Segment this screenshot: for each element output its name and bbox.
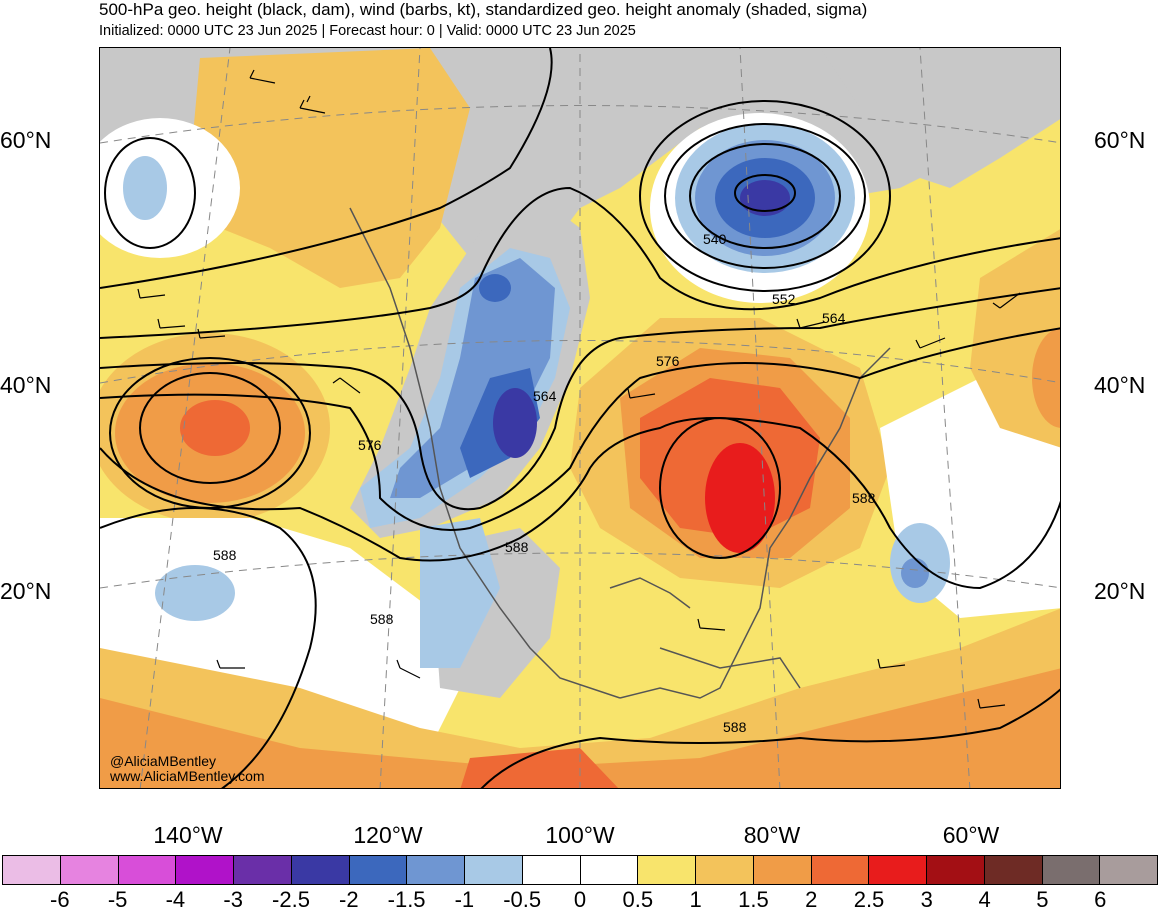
lon-label-100w: 100°W <box>545 822 615 848</box>
credit-website: www.AliciaMBentley.com <box>110 768 265 784</box>
anomaly-trough-4 <box>493 388 537 458</box>
anomaly-heat-4 <box>705 443 775 553</box>
anomaly-blue-atl-2 <box>901 558 929 588</box>
colorbar-tick-label: 2 <box>805 887 818 912</box>
lon-label-140w: 140°W <box>153 822 223 848</box>
colorbar-tick-label: -2.5 <box>272 887 310 912</box>
colorbar-cell <box>3 856 61 884</box>
colorbar-cell <box>465 856 523 884</box>
contour-labels: 540 552 564 576 564 576 588 588 588 588 … <box>213 231 876 735</box>
coastlines <box>349 207 891 699</box>
contour-label-552: 552 <box>772 291 796 307</box>
anomaly-lab-4 <box>740 180 790 216</box>
colorbar-cell <box>176 856 234 884</box>
colorbar-tick-label: -1 <box>454 887 475 912</box>
contour-label-576-west: 576 <box>358 437 382 453</box>
lat-label-20n-left: 20°N <box>0 578 52 604</box>
colorbar-cell <box>638 856 696 884</box>
lon-label-120w: 120°W <box>353 822 423 848</box>
lat-label-60n-right: 60°N <box>1094 127 1146 153</box>
lon-label-80w: 80°W <box>743 822 801 848</box>
colorbar-tick-label: 0.5 <box>622 887 654 912</box>
lat-label-40n-left: 40°N <box>0 372 52 398</box>
credit-handle: @AliciaMBentley <box>110 753 217 769</box>
colorbar-cell <box>869 856 927 884</box>
colorbar-cell <box>927 856 985 884</box>
colorbar-cell <box>696 856 754 884</box>
colorbar-tick-label: 6 <box>1094 887 1107 912</box>
colorbar-cell <box>984 856 1043 884</box>
lat-label-60n-left: 60°N <box>0 127 52 153</box>
wind-barbs <box>137 69 1021 709</box>
contour-label-588-atl: 588 <box>852 490 876 506</box>
colorbar-tick-label: 0 <box>573 887 587 912</box>
map-panel: 540 552 564 576 564 576 588 588 588 588 … <box>99 47 1061 789</box>
colorbar-tick-label: -5 <box>107 887 128 912</box>
contour-label-540: 540 <box>703 231 727 247</box>
lat-label-40n-right: 40°N <box>1094 372 1146 398</box>
anomaly-alaska <box>190 48 470 288</box>
colorbar-tick-label: 1 <box>689 887 702 912</box>
colorbar-tick-label: 3 <box>920 887 933 912</box>
contour-label-564-west: 564 <box>533 388 557 404</box>
colorbar-tick-label: 2.5 <box>853 887 885 912</box>
gray-greenland <box>820 48 1060 188</box>
map-svg: 540 552 564 576 564 576 588 588 588 588 … <box>100 48 1060 788</box>
anomaly-ne-atl-2 <box>1032 328 1060 428</box>
colorbar-tick-label: 5 <box>1036 887 1049 912</box>
colorbar-tick-label: -2 <box>339 887 359 912</box>
colorbar-tick-label: -1.5 <box>387 887 426 912</box>
anomaly-trough-5 <box>479 274 511 302</box>
colorbar-cell <box>118 856 177 884</box>
colorbar-tick-label: 4 <box>978 887 991 912</box>
colorbar-cell <box>1042 856 1101 884</box>
contour-label-588-trop: 588 <box>723 719 747 735</box>
anomaly-white-nw <box>100 118 240 258</box>
contour-label-588-pac: 588 <box>213 547 237 563</box>
map-title: 500-hPa geo. height (black, dam), wind (… <box>99 0 868 19</box>
colorbar-cell <box>811 856 870 884</box>
colorbar-cell <box>580 856 639 884</box>
colorbar-cell <box>522 856 581 884</box>
colorbar-tick-label: -0.5 <box>503 887 542 912</box>
contour-label-588-mex: 588 <box>505 539 529 555</box>
colorbar-cell <box>60 856 119 884</box>
anomaly-blue-nw <box>123 156 167 220</box>
colorbar-cell <box>234 856 292 884</box>
anomaly-tropics-2 <box>100 668 1060 788</box>
contour-label-564-east: 564 <box>822 310 846 326</box>
anomaly-pacific-3 <box>180 400 250 456</box>
contour-label-576-east: 576 <box>656 353 680 369</box>
colorbar-cell <box>753 856 812 884</box>
colorbar-cell <box>407 856 465 884</box>
height-contours <box>100 48 1060 788</box>
lat-label-20n-right: 20°N <box>1094 578 1146 604</box>
colorbar-tick-label: 1.5 <box>738 887 769 912</box>
colorbar <box>2 855 1158 885</box>
colorbar-tick-label: -4 <box>165 887 186 912</box>
lon-label-60w: 60°W <box>942 822 1000 848</box>
colorbar-tick-label: -6 <box>50 887 70 912</box>
anomaly-blue-sw <box>155 565 235 621</box>
colorbar-cell <box>291 856 350 884</box>
colorbar-tick-label: -3 <box>223 887 243 912</box>
anomaly-tropics-3 <box>460 748 619 788</box>
map-subtitle: Initialized: 0000 UTC 23 Jun 2025 | Fore… <box>99 23 636 39</box>
contour-label-588-sw: 588 <box>370 611 394 627</box>
colorbar-cell <box>349 856 408 884</box>
colorbar-cell <box>1100 856 1157 884</box>
